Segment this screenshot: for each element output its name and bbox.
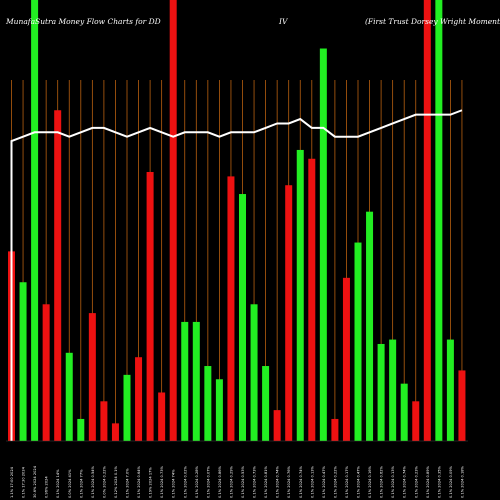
x-tick-label: 0.1% 2024 0.86%: [218, 465, 222, 498]
bar: [239, 194, 246, 441]
bar: [146, 171, 154, 442]
bar: [285, 185, 293, 441]
x-tick-label: 0.1% 2024 0.28%: [195, 465, 199, 498]
chart-title-middle: IV: [278, 17, 289, 26]
x-tick-label: 0.1% 2024 0.53%: [241, 465, 245, 498]
bar: [181, 321, 189, 441]
bar: [204, 366, 212, 441]
bar: [446, 339, 454, 441]
bar: [42, 304, 50, 441]
x-tick-label: 0.1% 2024 0.47%: [322, 465, 326, 498]
x-tick-label: 0.1% 2024 0.73%: [253, 465, 257, 498]
x-tick-label: 0.1% 2024 0.54%: [91, 465, 95, 498]
bar: [250, 304, 258, 441]
x-tick-label: 0.1% 2024 0.64%: [137, 465, 141, 498]
bar: [423, 0, 431, 441]
x-tick-labels: 1.1% 17:00 2024 0.1% 17:30 2024 30.6% 2024…: [10, 465, 464, 498]
bar: [400, 383, 408, 441]
x-tick-label: 0.1% 2024 7.0%: [126, 468, 130, 498]
bar: [296, 149, 304, 441]
bar: [88, 313, 96, 441]
x-tick-label: 0.1% 17:30 2024: [22, 466, 26, 498]
bar: [377, 343, 385, 441]
x-tick-label: 0.1% 2024 77%: [79, 469, 83, 498]
x-tick-label: 0.1% 2024 0.89%: [426, 465, 430, 498]
chart-title-left: MunafaSutra Money Flow Charts for DD: [5, 17, 161, 26]
bar: [342, 277, 350, 441]
x-tick-label: 0.1% 2024 0.74%: [299, 465, 303, 498]
x-tick-label: 0.1% 2024 0.76%: [287, 465, 291, 498]
bar: [135, 357, 143, 441]
bar: [215, 379, 223, 441]
x-tick-label: 0.1% 2024 0.09%: [449, 465, 453, 498]
x-tick-label: 0.1% 2024 0.47%: [357, 465, 361, 498]
chart-title-right: (First Trust Dorsey Wright Momentum: [365, 17, 500, 26]
x-tick-label: 0.1% 2024 0.29%: [229, 465, 233, 498]
x-tick-label: 0.1% 2024 0.16%: [368, 465, 372, 498]
x-tick-label: 0.0% 2024 0.22%: [102, 465, 106, 498]
x-tick-label: 0.1% 2024 74%: [172, 469, 176, 498]
bar: [158, 392, 166, 441]
x-tick-label: 0.1% 2024 0.18%: [460, 465, 464, 498]
bar: [319, 48, 327, 441]
x-tick-label: 0.1% 2024 0.17%: [345, 465, 349, 498]
x-tick-label: 0.1% 2024 0.74%: [276, 465, 280, 498]
bar: [19, 282, 27, 441]
x-tick-label: 0.0% 2024 41%: [68, 469, 72, 498]
bar: [54, 110, 62, 441]
bar: [389, 339, 397, 441]
bar: [31, 0, 39, 441]
x-tick-label: 0.12% 2024 0.1%: [114, 465, 118, 498]
x-tick-label: 1.1% 17:00 2024: [10, 466, 14, 498]
x-tick-label: 0.1% 2024 0.35%: [437, 465, 441, 498]
money-flow-line: [10, 109, 463, 441]
bar: [123, 374, 131, 441]
x-tick-label: 0.1% 2024 0.02%: [183, 465, 187, 498]
x-tick-label: 0.1% 2024 0.07%: [206, 465, 210, 498]
bar: [262, 366, 270, 441]
bar: [77, 418, 85, 441]
bar: [65, 352, 73, 441]
x-tick-label: 0.1% 2024 0.13%: [391, 465, 395, 498]
bar: [435, 0, 443, 441]
x-tick-label: 0.1% 2024 0.62%: [380, 465, 384, 498]
bar: [100, 401, 108, 441]
bar: [111, 423, 119, 441]
bar: [458, 370, 466, 441]
bar: [227, 176, 235, 441]
bar: [169, 0, 177, 441]
x-tick-label: 0.1% 2024 0.81%: [264, 465, 268, 498]
bar: [412, 401, 420, 441]
bars: [8, 0, 466, 442]
x-tick-label: 0.1% 2024 0.74%: [403, 465, 407, 498]
x-tick-label: 0.1% 2024 14%: [56, 469, 60, 498]
x-tick-label: 0.19% 2024 17%: [149, 467, 153, 498]
bar: [331, 418, 339, 441]
x-tick-label: 0.1% 2024 0.13%: [310, 465, 314, 498]
bar: [366, 211, 374, 441]
bar: [354, 242, 362, 441]
x-tick-label: 0.1% 2024 0.73%: [160, 465, 164, 498]
bar: [192, 321, 200, 441]
x-tick-label: 0.1% 2024 0.22%: [333, 465, 337, 498]
bar: [273, 410, 281, 441]
x-tick-label: 0.1% 2024 0.23%: [414, 465, 418, 498]
x-tick-label: 0.96% 2024: [45, 476, 49, 498]
bar: [308, 158, 316, 441]
x-tick-label: 30.6% 2024 2024: [33, 465, 37, 498]
